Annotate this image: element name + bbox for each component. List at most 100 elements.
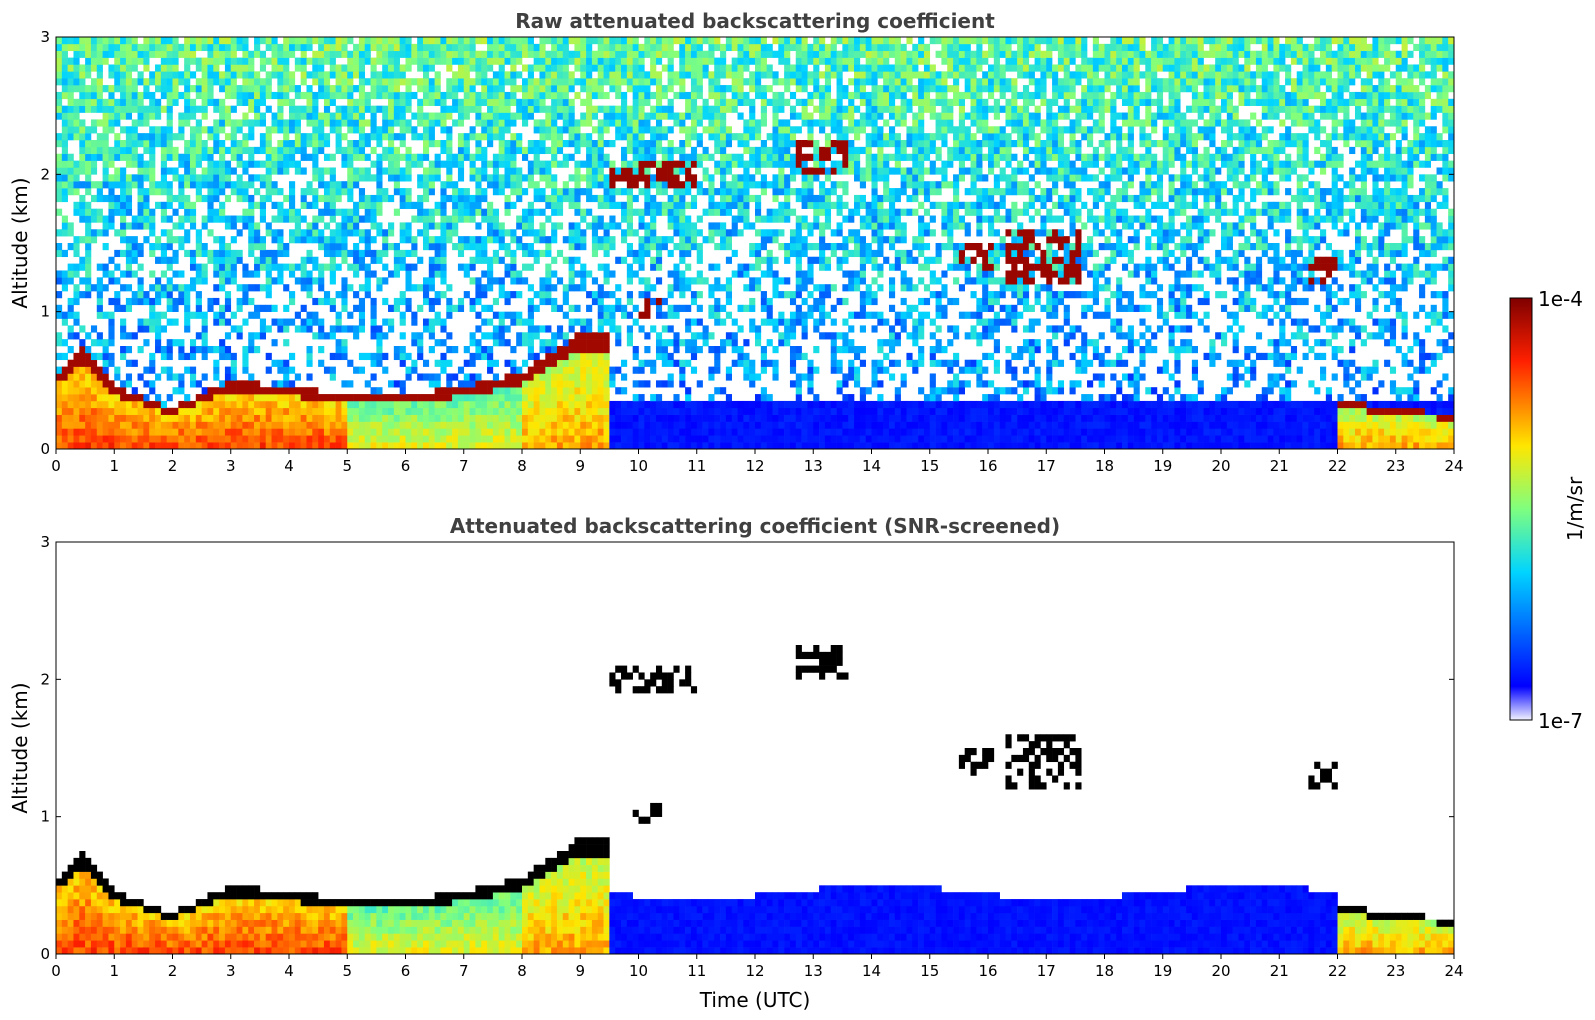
heatmap-cell [108, 153, 115, 161]
heatmap-cell [114, 133, 121, 141]
heatmap-cell [556, 373, 564, 381]
heatmap-cell [67, 435, 74, 443]
heatmap-cell [405, 37, 412, 45]
heatmap-cell [562, 181, 569, 189]
heatmap-cell [562, 400, 569, 409]
heatmap-cell [364, 243, 371, 251]
heatmap-cell [591, 167, 599, 175]
heatmap-cell [399, 91, 406, 100]
heatmap-cell [661, 181, 668, 189]
heatmap-cell [259, 119, 267, 127]
heatmap-cell [207, 394, 214, 402]
heatmap-cell [213, 146, 220, 155]
heatmap-cell [545, 57, 552, 65]
heatmap-cell [696, 160, 703, 168]
heatmap-cell [446, 57, 453, 65]
heatmap-cell [452, 85, 459, 93]
heatmap-cell [271, 188, 278, 196]
heatmap-cell [545, 277, 552, 285]
heatmap-cell [690, 366, 698, 374]
heatmap-cell [632, 256, 639, 264]
heatmap-cell [236, 37, 243, 45]
heatmap-cell [312, 215, 319, 223]
heatmap-cell [219, 318, 226, 326]
heatmap-cell [306, 222, 313, 230]
heatmap-cell [626, 421, 633, 429]
heatmap-cell [457, 414, 465, 422]
heatmap-cell [469, 153, 476, 161]
heatmap-cell [207, 208, 214, 216]
heatmap-cell [364, 78, 371, 86]
heatmap-cell [254, 263, 261, 271]
heatmap-cell [56, 64, 63, 72]
heatmap-cell [96, 98, 103, 106]
heatmap-cell [696, 71, 703, 79]
heatmap-cell [85, 332, 92, 340]
heatmap-cell [487, 140, 494, 148]
heatmap-cell [655, 174, 663, 182]
heatmap-cell [259, 256, 267, 264]
heatmap-cell [551, 37, 558, 45]
heatmap-cell [487, 346, 494, 354]
heatmap-cell [131, 359, 138, 367]
heatmap-cell [271, 64, 278, 72]
heatmap-cell [615, 284, 622, 292]
heatmap-cell [102, 160, 109, 168]
heatmap-cell [632, 50, 639, 58]
heatmap-cell [271, 215, 278, 223]
heatmap-cell [184, 366, 191, 374]
heatmap-cell [562, 339, 569, 347]
heatmap-cell [189, 277, 197, 285]
heatmap-cell [725, 201, 733, 209]
heatmap-cell [230, 50, 237, 58]
heatmap-cell [487, 222, 494, 230]
heatmap-cell [737, 201, 744, 209]
heatmap-cell [621, 146, 628, 155]
heatmap-cell [498, 222, 505, 230]
heatmap-cell [487, 270, 494, 278]
heatmap-cell [452, 229, 459, 237]
heatmap-cell [294, 57, 301, 65]
heatmap-cell [79, 160, 86, 168]
heatmap-cell [120, 78, 127, 86]
heatmap-cell [207, 85, 214, 93]
heatmap-cell [137, 43, 144, 52]
heatmap-cell [487, 215, 494, 223]
heatmap-cell [405, 91, 412, 100]
heatmap-cell [696, 229, 703, 237]
heatmap-cell [720, 85, 727, 93]
heatmap-cell [207, 256, 214, 264]
heatmap-cell [219, 339, 226, 347]
heatmap-cell [73, 208, 80, 216]
heatmap-cell [638, 133, 645, 141]
heatmap-cell [393, 50, 400, 58]
heatmap-cell [574, 222, 581, 230]
heatmap-cell [90, 37, 98, 45]
heatmap-cell [457, 153, 465, 161]
heatmap-cell [428, 119, 435, 127]
heatmap-cell [580, 174, 587, 182]
heatmap-cell [358, 394, 366, 402]
heatmap-cell [545, 366, 552, 374]
heatmap-cell [399, 332, 406, 340]
heatmap-cell [376, 394, 383, 402]
heatmap-cell [224, 194, 232, 203]
heatmap-cell [376, 78, 383, 86]
heatmap-cell [539, 421, 546, 429]
heatmap-cell [102, 215, 109, 223]
heatmap-cell [178, 421, 185, 429]
heatmap-cell [696, 43, 703, 52]
heatmap-cell [201, 112, 208, 120]
heatmap-cell [61, 43, 68, 52]
heatmap-cell [469, 91, 476, 100]
heatmap-cell [720, 64, 727, 72]
heatmap-cell [102, 181, 109, 189]
heatmap-cell [96, 64, 103, 72]
heatmap-cell [207, 50, 214, 58]
heatmap-cell [434, 373, 441, 381]
heatmap-cell [725, 160, 733, 168]
heatmap-cell [56, 394, 63, 402]
heatmap-cell [667, 222, 674, 230]
heatmap-cell [382, 50, 389, 58]
heatmap-cell [102, 421, 109, 429]
